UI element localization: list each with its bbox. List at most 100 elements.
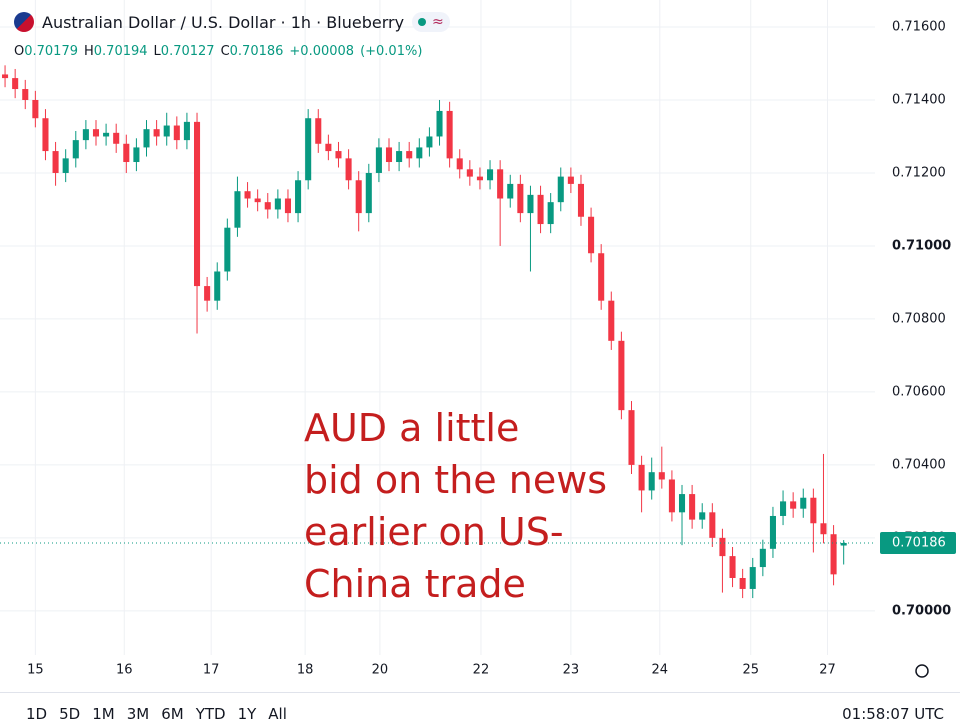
candle-body xyxy=(375,147,382,173)
candle-body xyxy=(830,534,837,575)
candle-body xyxy=(699,512,706,520)
ohlc-label: H xyxy=(84,44,94,59)
ohlc-value: 0.70194 xyxy=(93,44,148,59)
candle-body xyxy=(92,129,100,137)
range-button[interactable]: 3M xyxy=(126,705,150,723)
range-button[interactable]: 1D xyxy=(26,705,48,723)
range-button[interactable]: 5D xyxy=(59,705,81,723)
candle-body xyxy=(577,183,585,217)
ohlc-label: L xyxy=(153,44,161,59)
candle-body xyxy=(416,147,423,159)
candle-body xyxy=(204,286,211,301)
y-tick-label: 0.70600 xyxy=(892,384,946,399)
candle-body xyxy=(12,78,19,90)
candle-body xyxy=(153,129,160,137)
range-button[interactable]: 1M xyxy=(92,705,115,723)
x-tick-label: 18 xyxy=(297,663,314,678)
clock: 01:58:07 UTC xyxy=(842,705,944,723)
candle-body xyxy=(52,151,59,173)
candle-body xyxy=(62,158,69,173)
change-percent: (+0.01%) xyxy=(360,44,423,59)
y-tick-label: 0.71600 xyxy=(892,20,946,35)
ohlc-label: O xyxy=(14,44,25,59)
candle-body xyxy=(355,180,362,214)
candle-body xyxy=(749,567,756,589)
candle-body xyxy=(800,497,807,509)
candle-body xyxy=(598,253,605,301)
candle-body xyxy=(689,494,696,520)
ohlc-value: 0.70179 xyxy=(24,44,78,59)
candle-body xyxy=(729,556,736,579)
candle-body xyxy=(254,198,261,203)
candle-body xyxy=(557,176,564,203)
candle-body xyxy=(820,523,827,535)
range-button[interactable]: YTD xyxy=(195,705,226,723)
candle-body xyxy=(719,537,726,557)
candle-body xyxy=(193,121,201,287)
candle-body xyxy=(214,271,221,301)
candle-body xyxy=(385,147,393,163)
candle-body xyxy=(244,191,251,199)
x-tick-label: 23 xyxy=(563,663,580,678)
candle-body xyxy=(487,169,494,181)
candle-body xyxy=(527,194,534,214)
candle-body xyxy=(709,512,716,538)
range-button[interactable]: 6M xyxy=(161,705,184,723)
candle-body xyxy=(264,202,271,210)
candle-body xyxy=(608,300,615,341)
candle-body xyxy=(284,198,291,214)
status-pill[interactable]: ≈ xyxy=(412,12,450,32)
candle-body xyxy=(234,191,241,228)
candle-body xyxy=(295,180,302,214)
annotation-line: China trade xyxy=(304,562,526,606)
candle-body xyxy=(588,216,595,254)
candle-body xyxy=(426,136,433,148)
range-button[interactable]: 1Y xyxy=(237,705,257,723)
candle-body xyxy=(678,494,686,513)
candle-body xyxy=(396,151,403,163)
candle-body xyxy=(72,140,79,159)
candle-body xyxy=(274,198,281,210)
candle-body xyxy=(163,125,170,137)
candle-body xyxy=(507,183,514,199)
y-tick-label: 0.71000 xyxy=(892,238,951,253)
x-tick-label: 27 xyxy=(819,663,836,678)
candle-body xyxy=(32,99,39,119)
candle-body xyxy=(335,151,342,159)
candle-body xyxy=(780,501,787,516)
candle-body xyxy=(305,118,312,181)
range-button[interactable]: All xyxy=(268,705,287,723)
y-tick-label: 0.70400 xyxy=(892,457,946,472)
candle-body xyxy=(658,472,665,480)
ohlc-label: C xyxy=(220,44,230,59)
candle-body xyxy=(113,132,120,144)
last-price-badge xyxy=(880,531,956,554)
candle-body xyxy=(22,89,29,100)
x-tick-label: 22 xyxy=(473,663,490,678)
candle-body xyxy=(446,110,453,159)
candle-body xyxy=(224,227,231,272)
y-tick-label: 0.71200 xyxy=(892,165,946,180)
candle-body xyxy=(325,143,332,152)
candle-body xyxy=(365,172,372,214)
y-tick-label: 0.70000 xyxy=(892,603,951,618)
ohlc-value: 0.70186 xyxy=(229,44,284,59)
ohlc-legend: O0.70179 H0.70194 L0.70127 C0.70186 +0.00008… xyxy=(14,44,428,59)
chart-title: Australian Dollar / U.S. Dollar · 1h · B… xyxy=(42,12,405,32)
chart: 0.700000.702000.704000.706000.708000.710… xyxy=(0,0,956,678)
candle-body xyxy=(133,147,140,163)
candle-body xyxy=(103,132,110,137)
candle-body xyxy=(668,479,675,513)
candle-body xyxy=(769,515,776,549)
change: +0.00008 xyxy=(289,44,355,59)
candle-body xyxy=(810,497,817,524)
candle-body xyxy=(406,151,413,159)
x-tick-label: 16 xyxy=(116,663,133,678)
candle-body xyxy=(547,202,554,225)
x-tick-label: 25 xyxy=(742,663,759,678)
candle-body xyxy=(517,183,524,214)
candle-body xyxy=(436,110,443,137)
candle-body xyxy=(143,129,150,148)
x-tick-label: 24 xyxy=(652,663,669,678)
